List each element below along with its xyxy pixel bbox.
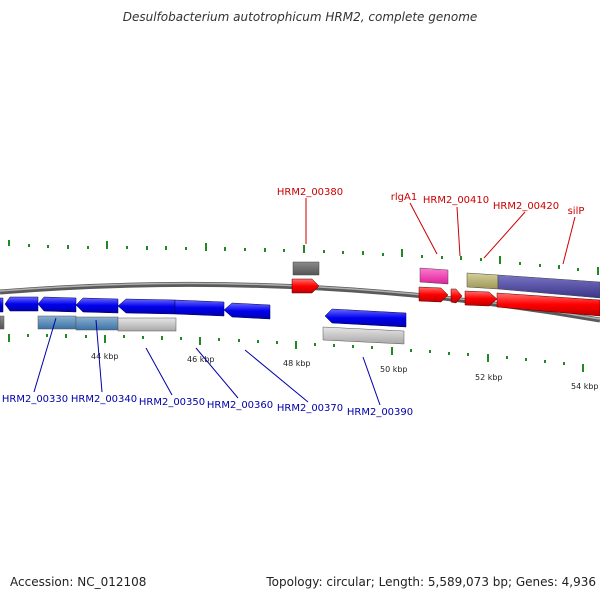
- cds-reverse: [174, 299, 225, 317]
- ruler-label-54kbp: 54 kbp: [571, 382, 599, 391]
- cds-reverse: [117, 298, 176, 315]
- ruler-label-44kbp: 44 kbp: [91, 352, 119, 361]
- cds-forward: [464, 290, 498, 307]
- gene-label-silp: silP: [568, 206, 585, 217]
- gene-label-rlga1: rlgA1: [391, 192, 417, 203]
- ruler-label-48kbp: 48 kbp: [283, 359, 311, 368]
- forward-strand-features: [291, 278, 600, 317]
- gene-label-hrm2-00360: HRM2_00360: [207, 400, 273, 411]
- gene-label-hrm2-00330: HRM2_00330: [2, 394, 68, 405]
- cds-reverse: [4, 296, 39, 312]
- top-label-connectors: [305, 198, 576, 265]
- accession-label: Accession: NC_012108: [10, 575, 147, 589]
- topology-label: Topology: circular; Length: 5,589,073 bp…: [266, 575, 596, 589]
- ruler-label-46kbp: 46 kbp: [187, 355, 215, 364]
- reverse-strand-features: [0, 296, 407, 328]
- lower-feature-row: [0, 315, 405, 345]
- feature-lightgrey: [322, 326, 405, 345]
- cds-reverse: [324, 308, 407, 328]
- cds-forward: [418, 286, 449, 303]
- feature-lightgrey: [117, 317, 177, 332]
- cds-forward: [496, 292, 600, 317]
- feature-pink: [419, 267, 449, 285]
- gene-label-hrm2-00410: HRM2_00410: [423, 195, 489, 206]
- feature-steelblue: [37, 315, 77, 330]
- gene-label-hrm2-00380: HRM2_00380: [277, 187, 343, 198]
- upper-feature-row: [292, 261, 600, 299]
- bottom-label-connectors: [33, 317, 381, 406]
- feature-olive: [466, 272, 499, 290]
- gene-label-hrm2-00420: HRM2_00420: [493, 201, 559, 212]
- map-title: Desulfobacterium autotrophicum HRM2, com…: [122, 10, 478, 24]
- cds-reverse: [37, 296, 77, 313]
- feature-darkgrey: [292, 261, 320, 276]
- gene-label-hrm2-00390: HRM2_00390: [347, 407, 413, 418]
- cds-reverse: [223, 302, 271, 320]
- gene-label-hrm2-00350: HRM2_00350: [139, 397, 205, 408]
- cds-forward: [450, 288, 463, 304]
- gene-label-hrm2-00370: HRM2_00370: [277, 403, 343, 414]
- cds-reverse: [75, 297, 119, 314]
- gene-label-hrm2-00340: HRM2_00340: [71, 394, 137, 405]
- feature-grey: [0, 315, 5, 330]
- cds-forward: [291, 278, 320, 294]
- tick-row-lower: [8, 334, 584, 372]
- ruler-label-52kbp: 52 kbp: [475, 373, 503, 382]
- feature-purple: [497, 274, 600, 299]
- tick-row-upper: [8, 240, 599, 275]
- cds-reverse: [0, 297, 4, 313]
- ruler-label-50kbp: 50 kbp: [380, 365, 408, 374]
